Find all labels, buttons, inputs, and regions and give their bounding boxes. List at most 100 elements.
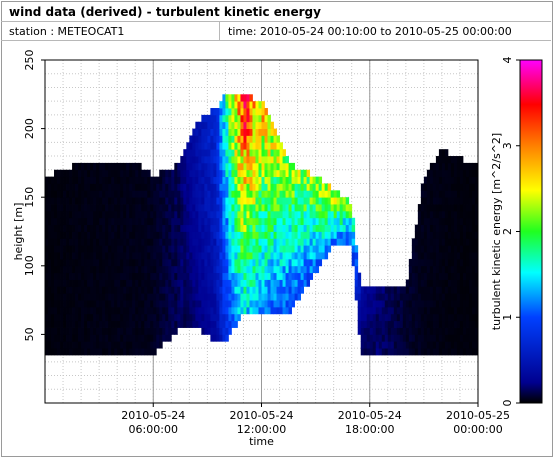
heatmap-cell [108,231,112,239]
heatmap-cell [231,265,235,274]
heatmap-cell [405,348,410,356]
heatmap-cell [135,204,139,212]
heatmap-cell [273,162,277,171]
heatmap-cell [447,327,452,335]
heatmap-cell [189,156,193,164]
heatmap-cell [432,197,437,205]
heatmap-cell [165,265,169,274]
heatmap-cell [111,183,115,191]
heatmap-cell [96,245,100,253]
heatmap-cell [78,224,82,232]
heatmap-cell [63,272,67,280]
heatmap-cell [465,183,470,191]
heatmap-cell [258,265,262,274]
heatmap-cell [294,252,298,260]
heatmap-cell [255,238,259,246]
heatmap-cell [183,300,187,308]
heatmap-cell [282,265,286,274]
heatmap-cell [447,156,452,164]
heatmap-cell [333,210,338,219]
heatmap-cell [216,114,220,123]
heatmap-cell [243,101,247,109]
heatmap-cell [141,334,145,342]
heatmap-cell [462,245,467,253]
heatmap-cell [156,286,160,294]
heatmap-cell [390,306,395,315]
heatmap-cell [288,258,292,267]
heatmap-cell [195,313,199,322]
heatmap-cell [126,252,130,260]
heatmap-cell [63,334,67,342]
heatmap-cell [414,272,419,280]
heatmap-cell [90,334,94,342]
heatmap-cell [243,190,247,198]
heatmap-cell [459,320,464,328]
heatmap-cell [246,252,250,260]
heatmap-cell [351,231,356,239]
heatmap-cell [288,176,292,184]
heatmap-cell [168,217,172,226]
heatmap-cell [132,224,136,232]
heatmap-cell [99,293,103,301]
heatmap-cell [96,176,100,184]
heatmap-cell [378,306,383,315]
heatmap-cell [210,265,214,274]
heatmap-cell [276,176,280,184]
heatmap-cell [222,252,226,260]
heatmap-cell [216,135,220,143]
heatmap-cell [138,341,142,349]
heatmap-cell [165,293,169,301]
heatmap-cell [225,135,229,143]
heatmap-cell [234,142,238,150]
heatmap-cell [102,265,106,274]
heatmap-cell [126,224,130,232]
heatmap-cell [273,245,277,253]
heatmap-cell [135,197,139,205]
heatmap-cell [396,327,401,335]
heatmap-cell [114,197,118,205]
heatmap-cell [159,341,163,349]
heatmap-cell [162,169,166,178]
heatmap-cell [189,190,193,198]
heatmap-cell [246,94,250,102]
heatmap-cell [426,217,431,226]
heatmap-cell [132,306,136,315]
heatmap-cell [258,108,262,116]
heatmap-cell [438,204,443,212]
heatmap-cell [285,272,289,280]
heatmap-cell [99,306,103,315]
heatmap-cell [468,231,473,239]
heatmap-cell [246,204,250,212]
heatmap-cell [192,286,196,294]
heatmap-cell [417,327,422,335]
heatmap-cell [270,231,274,239]
heatmap-cell [207,142,211,150]
colorbar-tick-label: 4 [501,57,514,64]
heatmap-cell [210,210,214,219]
heatmap-cell [423,224,428,232]
heatmap-cell [183,183,187,191]
heatmap-cell [429,272,434,280]
heatmap-cell [117,293,121,301]
heatmap-cell [90,286,94,294]
heatmap-cell [423,197,428,205]
heatmap-cell [204,313,208,322]
heatmap-cell [147,169,151,178]
heatmap-cell [450,231,455,239]
heatmap-cell [429,348,434,356]
heatmap-cell [51,313,55,322]
heatmap-cell [237,162,241,171]
heatmap-cell [294,265,298,274]
heatmap-cell [81,183,85,191]
heatmap-cell [105,258,109,267]
heatmap-cell [195,306,199,315]
heatmap-cell [396,348,401,356]
heatmap-cell [141,245,145,253]
heatmap-cell [195,176,199,184]
heatmap-cell [135,169,139,178]
heatmap-cell [120,313,124,322]
heatmap-cell [69,293,73,301]
heatmap-cell [99,162,103,171]
heatmap-cell [141,210,145,219]
heatmap-cell [180,210,184,219]
